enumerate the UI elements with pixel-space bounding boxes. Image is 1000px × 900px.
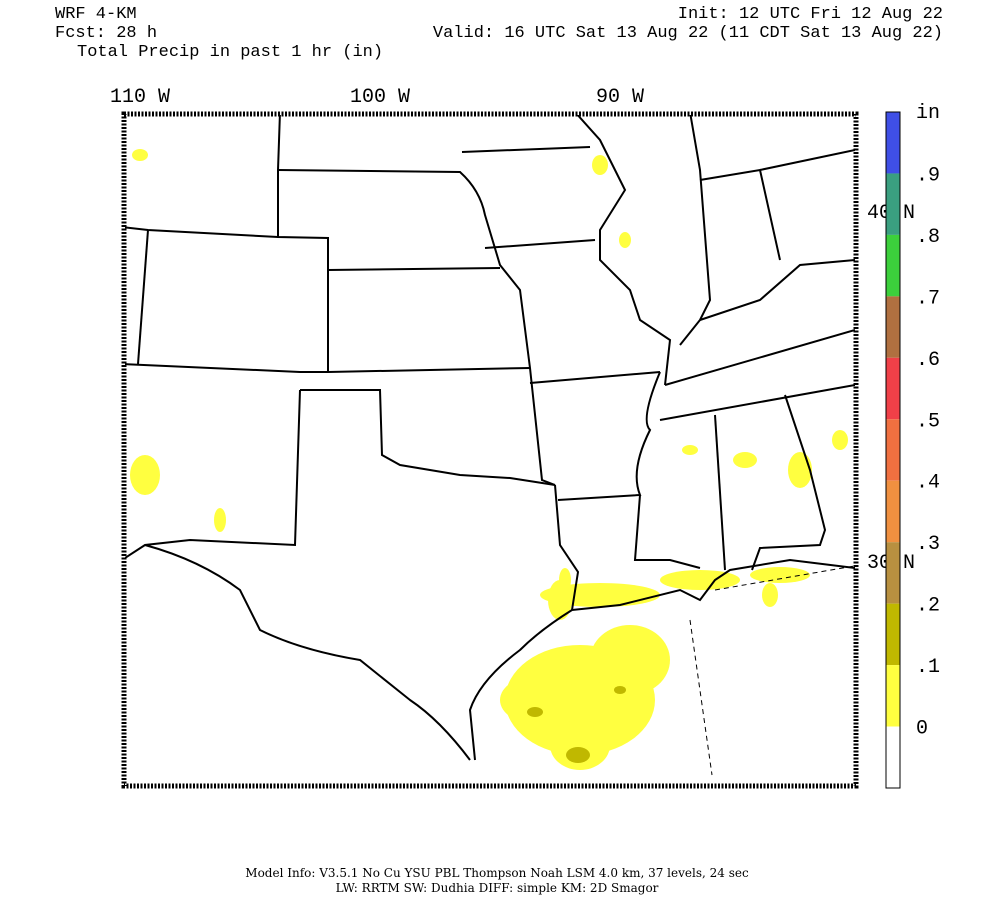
state-borders [125, 115, 855, 776]
colorbar-label: 0 [916, 718, 928, 741]
field-name: Total Precip in past 1 hr (in) [77, 43, 383, 62]
colorbar-segment [886, 357, 900, 420]
lon-label: 100 W [350, 86, 410, 109]
colorbar-segment [886, 234, 900, 297]
precip-areas [130, 149, 848, 770]
colorbar-segment [886, 480, 900, 543]
colorbar-segment [886, 112, 900, 174]
colorbar-segment [886, 603, 900, 666]
init-time: Init: 12 UTC Fri 12 Aug 22 [678, 5, 943, 24]
valid-time: Valid: 16 UTC Sat 13 Aug 22 (11 CDT Sat … [433, 24, 943, 43]
colorbar-label: .5 [916, 410, 940, 433]
colorbar-frame [885, 111, 901, 789]
physics-info: LW: RRTM SW: Dudhia DIFF: simple KM: 2D … [336, 881, 659, 895]
map-frame [121, 111, 859, 789]
colorbar-label: .4 [916, 472, 940, 495]
colorbar-segment [886, 296, 900, 358]
colorbar: .9 .8 .7 .6 .5 .4 .3 .2 .1 0 [885, 111, 940, 789]
lon-label: 110 W [110, 86, 170, 109]
colorbar-label: .7 [916, 287, 940, 310]
lon-label: 90 W [596, 86, 644, 109]
colorbar-segment [886, 665, 900, 727]
colorbar-label: .8 [916, 226, 940, 249]
colorbar-label: .2 [916, 595, 940, 618]
colorbar-segment [886, 419, 900, 481]
colorbar-label: .9 [916, 164, 940, 187]
map [125, 115, 855, 776]
colorbar-label: .6 [916, 349, 940, 372]
colorbar-segment [886, 726, 900, 788]
colorbar-segment [886, 173, 900, 235]
colorbar-segment [886, 542, 900, 604]
colorbar-unit: in [916, 102, 940, 125]
colorbar-label: .1 [916, 656, 940, 679]
model-title: WRF 4-KM [55, 5, 137, 24]
model-info: Model Info: V3.5.1 No Cu YSU PBL Thompso… [245, 866, 749, 880]
colorbar-label: .3 [916, 533, 940, 556]
forecast-hour: Fcst: 28 h [55, 24, 157, 43]
